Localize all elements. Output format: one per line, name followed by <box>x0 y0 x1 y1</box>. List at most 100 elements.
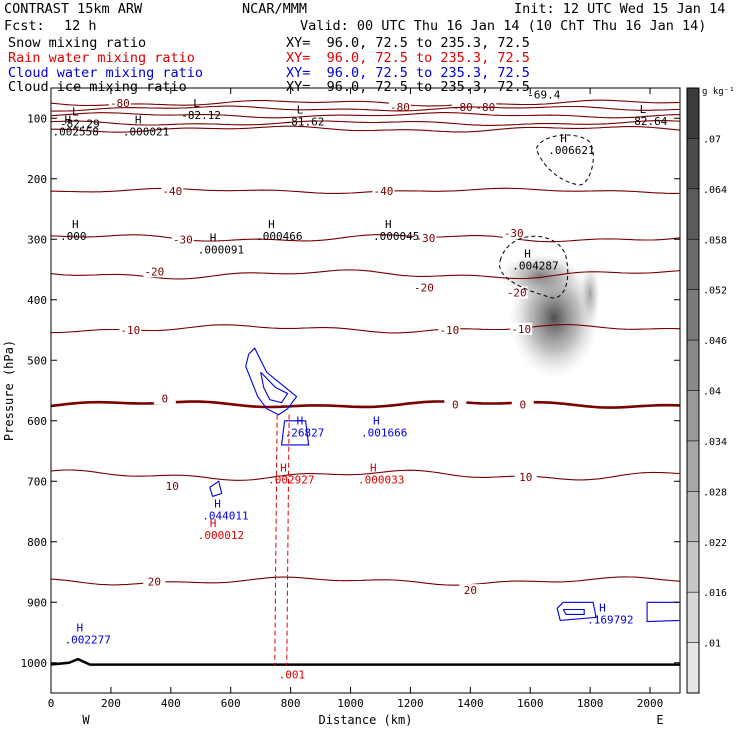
cloud-ice-extremum-value: -81.62 <box>285 116 325 129</box>
contour-label-bg <box>143 265 166 278</box>
temperature-contour <box>51 576 680 586</box>
cloud-water-extremum-marker: H <box>599 602 606 615</box>
y-tick-label: 600 <box>27 415 47 428</box>
valid-time: Valid: 00 UTC Thu 16 Jan 14 (10 ChT Thu … <box>300 18 707 34</box>
temperature-contour-label: 0 <box>452 398 459 411</box>
colorbar-swatch <box>687 592 699 644</box>
cloud-water-extremum-value: .002277 <box>64 634 110 647</box>
cloud-water-extremum-marker: H <box>373 415 380 428</box>
cloud-ice-extremum-marker: H <box>560 132 567 145</box>
cloud-ice-extremum-value: -82.64 <box>628 115 668 128</box>
colorbar-tick-label: .07 <box>703 134 721 145</box>
x-tick-label: 1000 <box>337 697 364 710</box>
colorbar-swatch <box>687 289 699 341</box>
cloud-ice-extremum-marker: L <box>193 97 200 110</box>
snow-extremum-marker: H <box>72 218 79 231</box>
colorbar-swatch <box>687 491 699 543</box>
y-tick-label: 800 <box>27 536 47 549</box>
temperature-contour <box>51 269 680 280</box>
contour-label-bg <box>171 233 194 246</box>
snow-extremum-value: .000466 <box>256 230 302 243</box>
temperature-contour-label: 20 <box>464 584 477 597</box>
snow-shading <box>509 257 600 378</box>
contour-label-bg <box>108 97 131 110</box>
x-tick-label: 1400 <box>457 697 484 710</box>
cloud-ice-extremum-value: -82.29 <box>60 118 100 131</box>
temperature-contour-label: -20 <box>414 282 434 295</box>
temperature-contour-label: 20 <box>148 576 161 589</box>
field-xy-cloud-ice: XY= 96.0, 72.5 to 235.3, 72.5 <box>286 79 530 95</box>
cloud-ice-extremum-value: .002558 <box>52 125 98 138</box>
org-label: NCAR/MMM <box>242 1 308 17</box>
cloud-ice-extremum-marker: L <box>640 103 647 116</box>
cloud-water-contour <box>646 601 680 623</box>
cloud-water-extremum-marker: H <box>76 622 83 635</box>
contour-label-bg <box>514 471 537 484</box>
y-tick-label: 200 <box>27 173 47 186</box>
temperature-contour-label: 0 <box>519 398 526 411</box>
field-name-rain: Rain water mixing ratio <box>8 50 195 66</box>
field-name-cloud-water: Cloud water mixing ratio <box>8 65 204 81</box>
temperature-contour-label: -10 <box>511 323 531 336</box>
colorbar-tick-label: .058 <box>703 235 727 246</box>
cloud-ice-extremum-value: .000021 <box>123 125 169 138</box>
x-tick-label: 1600 <box>517 697 544 710</box>
x-tick-label: 2000 <box>637 697 664 710</box>
y-tick-label: 100 <box>27 112 47 125</box>
temperature-contour <box>51 112 680 119</box>
rain-extremum-marker: H <box>280 461 287 474</box>
rain-contour <box>286 414 290 666</box>
colorbar-swatch <box>687 138 699 190</box>
colorbar-tick-label: .01 <box>703 639 721 650</box>
y-tick-label: 300 <box>27 233 47 246</box>
temperature-contour-label: 0 <box>162 392 169 405</box>
y-tick-label: 900 <box>27 596 47 609</box>
forecast-label: Fcst: <box>4 18 45 34</box>
temperature-contour <box>51 400 680 409</box>
contour-label-bg <box>510 322 533 335</box>
colorbar-tick-label: .052 <box>703 286 727 297</box>
cloud-ice-contour <box>535 134 594 186</box>
contour-label-bg <box>474 100 497 113</box>
field-xy-cloud-water: XY= 96.0, 72.5 to 235.3, 72.5 <box>286 65 530 81</box>
cloud-ice-extremum-marker: L <box>297 104 304 117</box>
cloud-water-contour <box>280 420 310 446</box>
cloud-water-contour <box>556 601 597 621</box>
cloud-ice-extremum-marker: H <box>64 113 71 126</box>
colorbar-swatch <box>687 340 699 391</box>
cloud-ice-contour <box>499 235 569 299</box>
cloud-ice-extremum-value: .006621 <box>548 144 594 157</box>
temperature-contour <box>51 187 680 194</box>
temperature-contour <box>51 105 680 112</box>
colorbar-units: g kg⁻¹ <box>702 87 735 97</box>
colorbar-swatch <box>687 88 699 139</box>
cloud-ice-extremum-marker: L <box>539 76 546 89</box>
snow-extremum-marker: H <box>268 218 275 231</box>
snow-shading <box>580 263 601 324</box>
temperature-contour <box>51 324 680 334</box>
colorbar-tick-label: .034 <box>703 437 727 448</box>
x-tick-label: 200 <box>101 697 121 710</box>
temperature-contour-label: -40 <box>162 185 182 198</box>
temperature-contour <box>51 234 680 243</box>
snow-extremum-marker: H <box>524 248 531 261</box>
y-tick-label: 1000 <box>21 657 48 670</box>
temperature-contour-label: -20 <box>144 265 164 278</box>
x-tick-label: 1200 <box>397 697 424 710</box>
field-xy-rain: XY= 96.0, 72.5 to 235.3, 72.5 <box>286 50 530 66</box>
temperature-contour-label: 10 <box>519 471 532 484</box>
snow-extremum-marker: H <box>385 218 392 231</box>
contour-label-bg <box>372 184 395 197</box>
colorbar-swatch <box>687 440 699 492</box>
cloud-water-contour <box>209 480 223 498</box>
rain-extremum-marker: H <box>210 517 217 530</box>
y-tick-label: 700 <box>27 475 47 488</box>
colorbar-tick-label: .046 <box>703 336 727 347</box>
snow-extremum-marker: H <box>210 231 217 244</box>
temperature-contour-label: -40 <box>374 185 394 198</box>
field-name-snow: Snow mixing ratio <box>8 35 147 51</box>
east-endpoint-label: E <box>656 713 663 727</box>
field-name-cloud-ice: Cloud ice mixing ratio <box>8 79 187 95</box>
cloud-ice-extremum-marker: H <box>135 113 142 126</box>
